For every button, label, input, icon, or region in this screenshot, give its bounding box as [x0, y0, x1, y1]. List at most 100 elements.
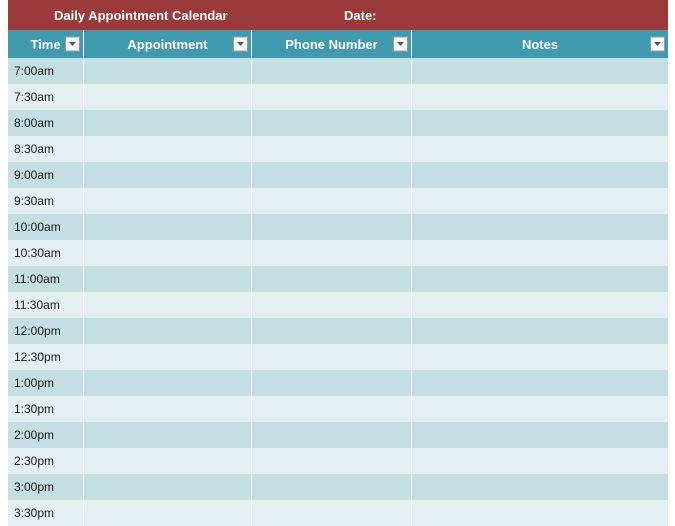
phone-cell[interactable] — [252, 422, 412, 448]
notes-cell[interactable] — [412, 214, 668, 240]
notes-cell[interactable] — [412, 396, 668, 422]
notes-cell[interactable] — [412, 136, 668, 162]
table-row: 9:30am — [8, 188, 668, 214]
appointment-cell[interactable] — [84, 448, 252, 474]
appointment-cell[interactable] — [84, 474, 252, 500]
notes-cell[interactable] — [412, 240, 668, 266]
appointment-cell[interactable] — [84, 292, 252, 318]
table-row: 11:30am — [8, 292, 668, 318]
appointment-cell[interactable] — [84, 422, 252, 448]
notes-cell[interactable] — [412, 292, 668, 318]
appointment-cell[interactable] — [84, 58, 252, 84]
appointment-cell[interactable] — [84, 318, 252, 344]
time-cell: 1:30pm — [8, 396, 84, 422]
notes-cell[interactable] — [412, 318, 668, 344]
appointment-cell[interactable] — [84, 266, 252, 292]
chevron-down-icon — [69, 42, 76, 47]
notes-cell[interactable] — [412, 474, 668, 500]
table-row: 8:00am — [8, 110, 668, 136]
table-row: 9:00am — [8, 162, 668, 188]
notes-cell[interactable] — [412, 266, 668, 292]
filter-dropdown-button[interactable] — [233, 37, 248, 52]
appointment-cell[interactable] — [84, 214, 252, 240]
time-cell: 10:00am — [8, 214, 84, 240]
appointment-rows: 7:00am7:30am8:00am8:30am9:00am9:30am10:0… — [8, 58, 668, 526]
appointment-cell[interactable] — [84, 110, 252, 136]
filter-dropdown-button[interactable] — [65, 37, 80, 52]
phone-cell[interactable] — [252, 162, 412, 188]
table-row: 7:30am — [8, 84, 668, 110]
phone-cell[interactable] — [252, 136, 412, 162]
phone-cell[interactable] — [252, 344, 412, 370]
time-cell: 11:00am — [8, 266, 84, 292]
page-title: Daily Appointment Calendar — [54, 8, 344, 23]
notes-cell[interactable] — [412, 370, 668, 396]
phone-cell[interactable] — [252, 84, 412, 110]
appointment-cell[interactable] — [84, 240, 252, 266]
table-row: 2:00pm — [8, 422, 668, 448]
table-row: 8:30am — [8, 136, 668, 162]
column-label: Phone Number — [285, 37, 377, 52]
phone-cell[interactable] — [252, 318, 412, 344]
appointment-cell[interactable] — [84, 344, 252, 370]
time-cell: 10:30am — [8, 240, 84, 266]
phone-cell[interactable] — [252, 448, 412, 474]
time-cell: 12:30pm — [8, 344, 84, 370]
phone-cell[interactable] — [252, 188, 412, 214]
time-cell: 8:00am — [8, 110, 84, 136]
table-row: 3:00pm — [8, 474, 668, 500]
time-cell: 9:00am — [8, 162, 84, 188]
appointment-cell[interactable] — [84, 136, 252, 162]
phone-cell[interactable] — [252, 292, 412, 318]
column-label: Time — [30, 37, 60, 52]
notes-cell[interactable] — [412, 162, 668, 188]
phone-cell[interactable] — [252, 58, 412, 84]
phone-cell[interactable] — [252, 110, 412, 136]
column-label: Notes — [522, 37, 558, 52]
appointment-cell[interactable] — [84, 84, 252, 110]
notes-cell[interactable] — [412, 344, 668, 370]
notes-cell[interactable] — [412, 84, 668, 110]
appointment-cell[interactable] — [84, 188, 252, 214]
time-cell: 12:00pm — [8, 318, 84, 344]
table-row: 10:30am — [8, 240, 668, 266]
phone-cell[interactable] — [252, 214, 412, 240]
appointment-cell[interactable] — [84, 500, 252, 526]
table-row: 12:00pm — [8, 318, 668, 344]
filter-dropdown-button[interactable] — [393, 37, 408, 52]
chevron-down-icon — [237, 42, 244, 47]
time-cell: 7:00am — [8, 58, 84, 84]
phone-cell[interactable] — [252, 500, 412, 526]
time-cell: 11:30am — [8, 292, 84, 318]
notes-cell[interactable] — [412, 110, 668, 136]
chevron-down-icon — [654, 42, 661, 47]
phone-cell[interactable] — [252, 240, 412, 266]
appointment-cell[interactable] — [84, 396, 252, 422]
time-cell: 9:30am — [8, 188, 84, 214]
appointment-cell[interactable] — [84, 370, 252, 396]
notes-cell[interactable] — [412, 448, 668, 474]
notes-cell[interactable] — [412, 58, 668, 84]
table-row: 7:00am — [8, 58, 668, 84]
phone-cell[interactable] — [252, 370, 412, 396]
appointment-cell[interactable] — [84, 162, 252, 188]
phone-cell[interactable] — [252, 396, 412, 422]
notes-cell[interactable] — [412, 188, 668, 214]
column-header-time: Time — [8, 30, 84, 58]
table-row: 3:30pm — [8, 500, 668, 526]
table-row: 1:30pm — [8, 396, 668, 422]
table-row: 10:00am — [8, 214, 668, 240]
calendar-container: Daily Appointment Calendar Date: TimeApp… — [8, 0, 668, 526]
column-header-phone: Phone Number — [252, 30, 412, 58]
time-cell: 1:00pm — [8, 370, 84, 396]
table-row: 2:30pm — [8, 448, 668, 474]
filter-dropdown-button[interactable] — [650, 37, 665, 52]
phone-cell[interactable] — [252, 266, 412, 292]
time-cell: 7:30am — [8, 84, 84, 110]
phone-cell[interactable] — [252, 474, 412, 500]
column-header-row: Time Appointment Phone Number Notes — [8, 30, 668, 58]
column-label: Appointment — [127, 37, 207, 52]
notes-cell[interactable] — [412, 500, 668, 526]
chevron-down-icon — [397, 42, 404, 47]
notes-cell[interactable] — [412, 422, 668, 448]
